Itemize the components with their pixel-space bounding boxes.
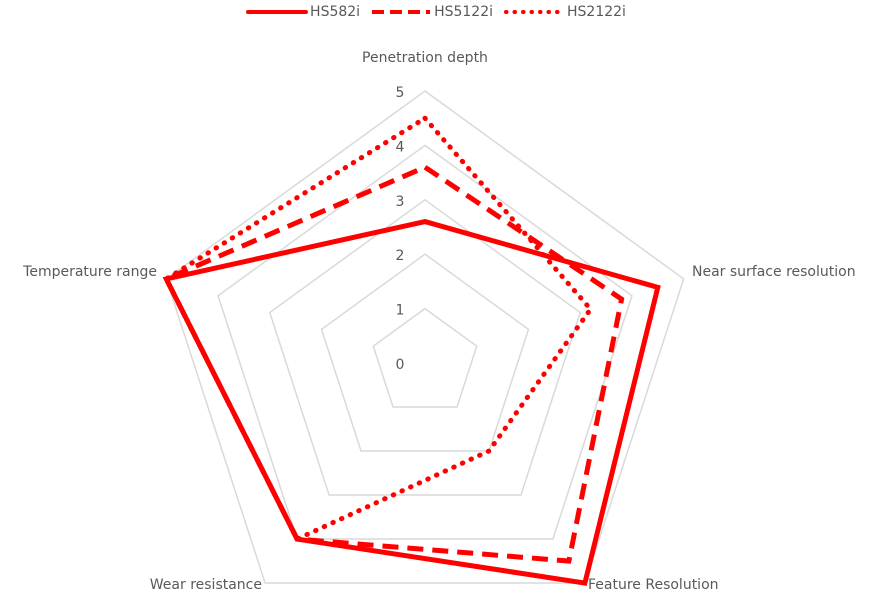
axis-label: Wear resistance <box>150 577 262 593</box>
tick-label: 2 <box>396 248 405 264</box>
legend-item-hs2122i: HS2122i <box>503 4 626 20</box>
tick-label: 5 <box>396 85 405 101</box>
axis-label: Feature Resolution <box>588 577 719 593</box>
tick-label: 0 <box>396 357 405 373</box>
grid-ring <box>320 253 530 452</box>
legend-swatch-dashed <box>372 10 431 14</box>
legend: HS582i HS5122i HS2122i <box>0 4 872 20</box>
series-line-hs5122i <box>162 164 625 564</box>
legend-item-hs582i: HS582i <box>246 4 360 20</box>
axis-label: Penetration depth <box>362 50 488 66</box>
tick-label: 4 <box>396 139 405 155</box>
axis-label: Near surface resolution <box>692 264 856 280</box>
legend-label: HS582i <box>310 4 361 20</box>
tick-label: 1 <box>396 303 405 319</box>
grid-ring <box>268 198 582 496</box>
series-line-hs2122i <box>163 114 594 543</box>
grid-ring <box>372 307 478 408</box>
axis-label: Temperature range <box>22 264 157 280</box>
legend-item-hs5122i: HS5122i <box>370 4 493 20</box>
legend-label: HS2122i <box>567 4 626 20</box>
tick-label: 3 <box>396 194 405 210</box>
legend-label: HS5122i <box>434 4 494 20</box>
legend-swatch-dotted <box>504 10 566 14</box>
legend-swatch-solid <box>246 10 309 14</box>
grid-ring <box>165 90 685 584</box>
series-line-hs582i <box>162 218 661 586</box>
